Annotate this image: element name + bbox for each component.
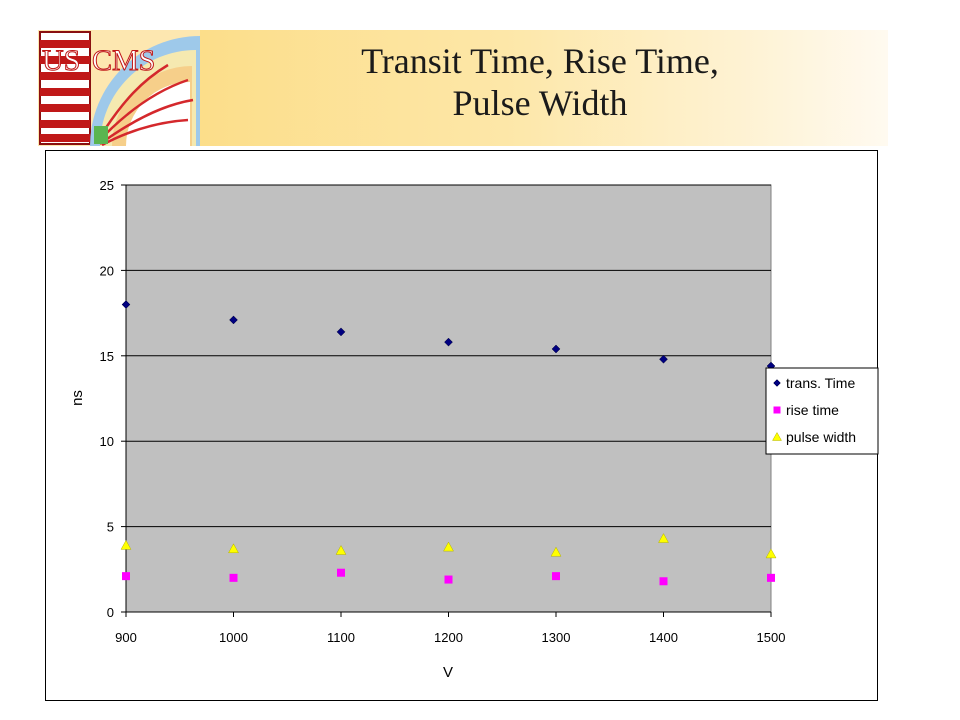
legend: trans. Time rise time pulse width	[765, 367, 879, 455]
rise-time-point	[659, 577, 668, 586]
legend-marker-trans-time	[773, 379, 781, 387]
y-axis-label: ns	[69, 390, 86, 406]
y-tick-label: 0	[107, 605, 114, 620]
pulse-width-point	[120, 539, 132, 550]
title-line-1: Transit Time, Rise Time,	[361, 41, 719, 81]
legend-marker-pulse-width	[772, 431, 782, 441]
legend-label-trans-time: trans. Time	[786, 375, 855, 391]
y-tick-label: 10	[100, 434, 114, 449]
logo-text-us: US	[42, 44, 80, 77]
x-tick-label: 1000	[219, 630, 248, 645]
trans-time-point	[229, 315, 238, 325]
trans-time-point	[336, 327, 346, 337]
y-tick-label: 5	[107, 520, 114, 535]
x-axis-label: V	[443, 664, 453, 681]
rise-time-point	[122, 572, 130, 581]
x-tick-label: 900	[115, 630, 137, 645]
x-tick-label: 1500	[757, 630, 786, 645]
rise-time-point	[552, 572, 560, 581]
trans-time-point	[551, 344, 561, 354]
legend-label-rise-time: rise time	[786, 402, 839, 418]
pulse-width-point	[765, 548, 777, 559]
y-tick-label: 25	[100, 178, 114, 193]
rise-time-point	[229, 573, 238, 582]
y-tick-label: 15	[100, 349, 114, 364]
rise-time-point	[337, 568, 345, 577]
pulse-width-point	[550, 546, 562, 557]
plot-area-group: 0 5 10 15 20 25 900 1000 1100 1200 1300 1400 1500	[100, 178, 786, 645]
title-line-2: Pulse Width	[452, 83, 628, 123]
pulse-width-point	[658, 533, 669, 543]
pulse-width-point	[228, 543, 239, 554]
trans-time-point	[659, 354, 668, 364]
logo-text-cms: CMS	[92, 44, 155, 77]
y-tick-label: 20	[100, 263, 114, 278]
trans-time-point	[121, 300, 131, 309]
x-tick-label: 1400	[649, 630, 678, 645]
pulse-width-point	[335, 544, 347, 555]
x-tick-label: 1200	[434, 630, 463, 645]
rise-time-point	[444, 575, 453, 584]
legend-label-pulse-width: pulse width	[786, 429, 856, 445]
us-cms-logo: US CMS	[38, 30, 200, 146]
page-title: Transit Time, Rise Time, Pulse Width	[230, 40, 850, 124]
legend-box	[765, 367, 879, 455]
legend-marker-rise-time	[773, 406, 781, 414]
trans-time-point	[444, 337, 453, 347]
x-tick-label: 1100	[327, 630, 355, 645]
x-tick-label: 1300	[542, 630, 571, 645]
pulse-width-point	[443, 541, 454, 552]
rise-time-point	[767, 573, 775, 582]
